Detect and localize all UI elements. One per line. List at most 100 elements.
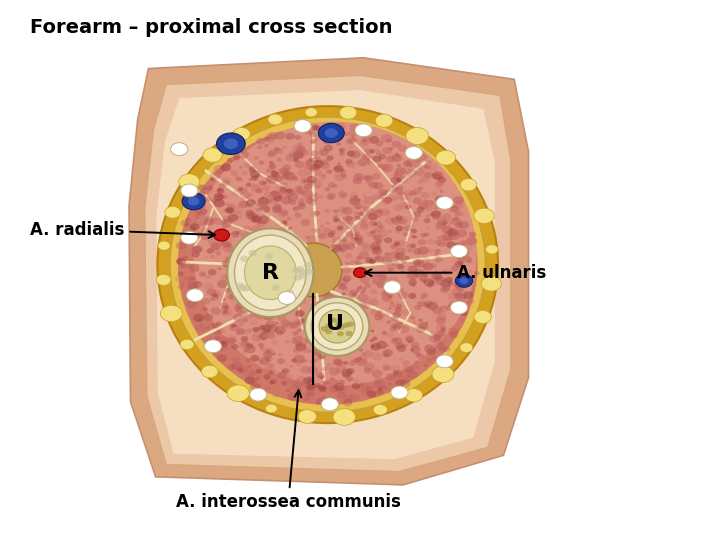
Circle shape — [384, 281, 401, 294]
Circle shape — [202, 190, 206, 194]
Circle shape — [268, 368, 276, 375]
Circle shape — [352, 293, 359, 298]
Circle shape — [354, 232, 360, 236]
Circle shape — [356, 359, 361, 362]
Circle shape — [424, 345, 436, 353]
Circle shape — [436, 330, 444, 337]
Circle shape — [297, 188, 302, 192]
Circle shape — [342, 239, 347, 242]
Circle shape — [335, 369, 340, 373]
Circle shape — [420, 192, 429, 198]
Circle shape — [251, 355, 259, 362]
Circle shape — [317, 233, 325, 239]
Circle shape — [361, 245, 371, 252]
Circle shape — [443, 234, 451, 241]
Circle shape — [318, 123, 344, 143]
Circle shape — [360, 276, 369, 284]
Circle shape — [310, 132, 316, 137]
Circle shape — [212, 323, 220, 329]
Circle shape — [339, 130, 346, 134]
Circle shape — [298, 142, 302, 146]
Circle shape — [454, 261, 462, 267]
Circle shape — [364, 176, 373, 183]
Circle shape — [282, 146, 287, 149]
Circle shape — [443, 346, 451, 352]
Circle shape — [453, 307, 461, 313]
Circle shape — [203, 148, 222, 162]
Circle shape — [201, 234, 209, 240]
Circle shape — [178, 285, 184, 289]
Ellipse shape — [158, 106, 498, 423]
Circle shape — [269, 164, 276, 169]
Circle shape — [289, 364, 293, 368]
Circle shape — [277, 372, 287, 379]
Circle shape — [233, 206, 243, 213]
Circle shape — [305, 380, 310, 384]
Circle shape — [298, 126, 303, 130]
Circle shape — [186, 291, 193, 296]
Circle shape — [390, 282, 395, 287]
Circle shape — [299, 201, 305, 206]
Circle shape — [310, 211, 318, 217]
Circle shape — [158, 241, 170, 250]
Circle shape — [335, 321, 342, 327]
Circle shape — [261, 212, 270, 219]
Circle shape — [363, 206, 370, 212]
Circle shape — [370, 343, 381, 351]
Circle shape — [423, 262, 433, 271]
Circle shape — [291, 340, 297, 344]
Circle shape — [395, 247, 406, 255]
Circle shape — [366, 390, 377, 398]
Circle shape — [191, 285, 198, 291]
Circle shape — [438, 235, 447, 241]
Circle shape — [245, 376, 256, 384]
Circle shape — [468, 300, 474, 304]
Circle shape — [229, 265, 233, 268]
Circle shape — [400, 309, 410, 316]
Circle shape — [274, 147, 279, 151]
Circle shape — [180, 265, 185, 268]
Circle shape — [396, 178, 402, 182]
Circle shape — [405, 389, 423, 402]
Circle shape — [250, 383, 261, 391]
Circle shape — [240, 340, 248, 346]
Circle shape — [454, 293, 462, 299]
Circle shape — [365, 257, 374, 264]
Text: U: U — [326, 314, 344, 334]
Circle shape — [369, 260, 374, 264]
Circle shape — [395, 342, 404, 349]
Circle shape — [395, 215, 402, 221]
Circle shape — [456, 285, 464, 292]
Circle shape — [290, 384, 299, 390]
Circle shape — [322, 401, 329, 407]
Circle shape — [197, 318, 202, 322]
Circle shape — [402, 232, 408, 236]
Circle shape — [423, 300, 433, 308]
Circle shape — [356, 286, 366, 294]
Circle shape — [384, 313, 390, 316]
Circle shape — [424, 172, 433, 178]
Circle shape — [251, 226, 261, 233]
Circle shape — [300, 191, 304, 194]
Circle shape — [374, 314, 383, 321]
Circle shape — [299, 191, 304, 194]
Circle shape — [396, 304, 402, 309]
Circle shape — [429, 213, 433, 217]
Circle shape — [348, 137, 356, 144]
Circle shape — [215, 343, 225, 349]
Circle shape — [433, 274, 444, 281]
Circle shape — [365, 389, 370, 392]
Circle shape — [370, 309, 378, 315]
Circle shape — [361, 194, 366, 198]
Circle shape — [217, 267, 221, 270]
Circle shape — [407, 176, 411, 179]
Circle shape — [442, 271, 446, 274]
Circle shape — [295, 185, 302, 190]
Circle shape — [287, 172, 292, 176]
Circle shape — [369, 259, 376, 264]
Circle shape — [394, 241, 400, 245]
Circle shape — [379, 225, 384, 229]
Circle shape — [366, 231, 374, 237]
Circle shape — [202, 232, 206, 236]
Circle shape — [469, 232, 477, 237]
